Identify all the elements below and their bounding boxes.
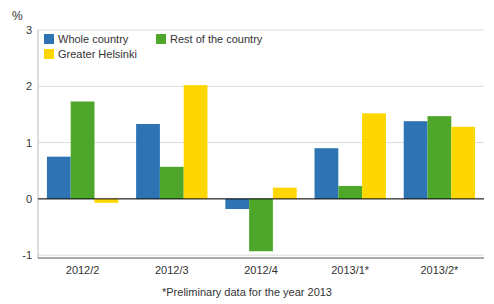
bar: [273, 188, 297, 199]
bar: [338, 186, 362, 199]
x-axis-line: [38, 258, 484, 259]
bar: [362, 113, 386, 199]
x-tick-label: 2012/4: [244, 264, 278, 276]
legend-swatch: [156, 34, 166, 44]
footnote: *Preliminary data for the year 2013: [162, 286, 332, 298]
legend-swatch: [44, 49, 54, 59]
grid-line: [38, 198, 484, 199]
chart-svg: -1 0 1 2 3 2012/2 2012/3 2012/4 2013/1* 2013/2*% W…: [0, 0, 494, 304]
bar: [225, 199, 249, 209]
zero-line: [38, 198, 484, 199]
y-axis-line: [38, 30, 39, 258]
bar: [315, 148, 339, 199]
y-tick-label: 3: [26, 24, 32, 36]
legend-swatch: [44, 34, 54, 44]
x-tick-label: 2012/2: [66, 264, 100, 276]
y-axis-label: %: [12, 9, 23, 23]
bar: [184, 85, 208, 199]
bar: [94, 199, 118, 203]
bar: [160, 167, 184, 199]
y-tick-label: 0: [26, 193, 32, 205]
x-tick-label: 2012/3: [155, 264, 189, 276]
legend-label: Rest of the country: [170, 33, 263, 45]
bar: [249, 199, 273, 251]
x-tick-label: 2013/2*: [420, 264, 459, 276]
chart-container: -1 0 1 2 3 2012/2 2012/3 2012/4 2013/1* 2013/2*% W…: [0, 0, 494, 304]
bar: [404, 121, 428, 199]
bar: [71, 101, 95, 198]
bar: [47, 157, 71, 199]
grid-line: [38, 255, 484, 256]
y-tick-label: 1: [26, 137, 32, 149]
x-tick-label: 2013/1*: [331, 264, 370, 276]
bar: [451, 127, 475, 199]
legend-label: Whole country: [58, 33, 129, 45]
y-tick-label: 2: [26, 80, 32, 92]
grid: [38, 30, 484, 255]
grid-line: [38, 30, 484, 31]
legend-label: Greater Helsinki: [58, 48, 137, 60]
bar: [136, 124, 160, 199]
bars: [47, 85, 475, 251]
bar: [428, 116, 452, 199]
legend: Whole country Rest of the country Greater …: [44, 33, 263, 60]
y-tick-label: -1: [22, 249, 32, 261]
grid-line: [38, 86, 484, 87]
